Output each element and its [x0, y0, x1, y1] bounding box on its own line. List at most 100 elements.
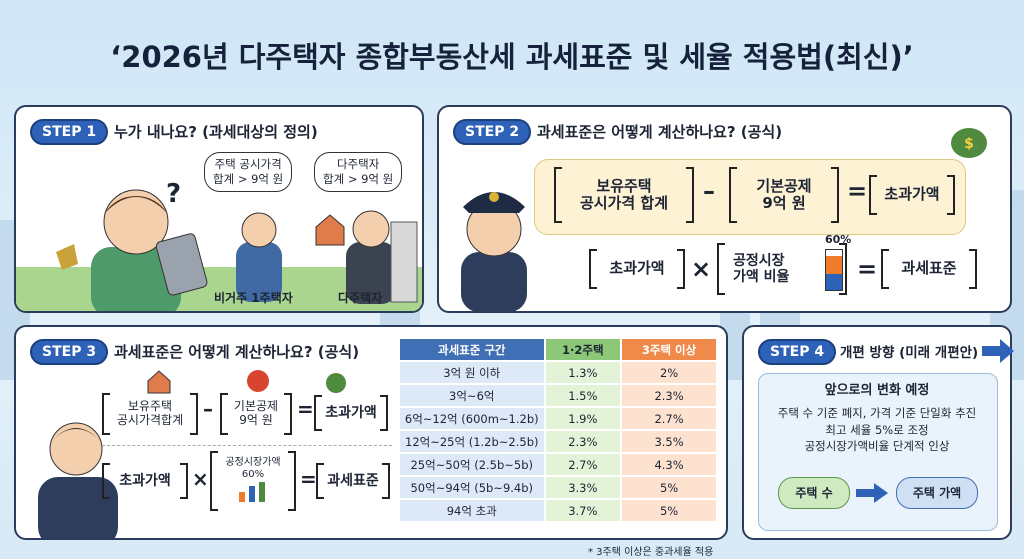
table-row: 25억~50억 (2.5b~5b) 2.7% 4.3% [400, 454, 716, 475]
change-line: 공정시장가액비율 단계적 인상 [804, 439, 950, 454]
formula-term: 기본공제 9억 원 [220, 393, 292, 435]
formula-term: 초과가액 [589, 249, 685, 289]
arrow-icon [982, 339, 1014, 363]
table-cell: 2.7% [545, 454, 621, 475]
operator: – [703, 177, 715, 205]
table-cell: 3억 원 이하 [400, 362, 544, 383]
table-header-cell: 과세표준 구간 [400, 339, 544, 360]
step1-panel: STEP 1 누가 내나요? (과세대상의 정의) ? 주택 공시가격 합계 >… [14, 105, 424, 313]
table-cell: 3.7% [545, 500, 621, 521]
operator: = [857, 255, 878, 283]
formula-term: 공정시장가액 60% [210, 451, 296, 511]
flow-from: 주택 수 [778, 477, 850, 509]
illustration [56, 189, 418, 311]
term-line: 공정시장 [733, 252, 785, 269]
bubble-line: 주택 공시가격 [214, 157, 282, 171]
term-line: 공시가격합계 [116, 413, 184, 427]
table-cell: 1.9% [545, 408, 621, 429]
table-cell: 1.3% [545, 362, 621, 383]
term-line: 9억 원 [762, 194, 806, 212]
step-badge: STEP 4 [758, 339, 837, 365]
formula-term: 과세표준 [881, 249, 977, 289]
table-cell: 6억~12억 (600m~1.2b) [400, 408, 544, 429]
step-badge: STEP 1 [30, 119, 109, 145]
term-line: 9억 원 [239, 413, 273, 427]
operator: × [192, 467, 209, 491]
formula-box [534, 159, 966, 235]
bar-icon [239, 482, 265, 502]
money-bag-icon: $ [951, 128, 987, 158]
ratio-label: 60% [825, 233, 852, 246]
term-line: 보유주택 [596, 176, 652, 195]
table-cell: 3.5% [622, 431, 716, 452]
step-heading: 과세표준은 어떻게 계산하나요? (공식) [537, 123, 783, 141]
flow-to: 주택 가액 [896, 477, 978, 509]
operator: – [203, 397, 213, 421]
formula-icons [147, 370, 346, 394]
formula-term: 기본공제 9억 원 [729, 167, 839, 223]
formula-term: 보유주택 공시가격 합계 [554, 167, 694, 223]
step2-panel: STEP 2 과세표준은 어떻게 계산하나요? (공식) $ 보유주택 공시가격… [437, 105, 1012, 313]
table-row: 12억~25억 (1.2b~2.5b) 2.3% 3.5% [400, 431, 716, 452]
table-row: 3억 원 이하 1.3% 2% [400, 362, 716, 383]
table-cell: 5% [622, 500, 716, 521]
table-cell: 3.3% [545, 477, 621, 498]
table-cell: 94억 초과 [400, 500, 544, 521]
person-label: 비거주 1주택자 [214, 291, 293, 305]
flow-arrow [856, 483, 888, 503]
table-row: 94억 초과 3.7% 5% [400, 500, 716, 521]
table-cell: 2.7% [622, 408, 716, 429]
table-row: 6억~12억 (600m~1.2b) 1.9% 2.7% [400, 408, 716, 429]
box-title: 앞으로의 변화 예정 [824, 383, 930, 398]
bubble-line: 합계 > 9억 원 [213, 171, 284, 186]
term-line: 기본공제 [233, 399, 279, 414]
table-cell: 12억~25억 (1.2b~2.5b) [400, 431, 544, 452]
change-list: 주택 수 기준 폐지, 가격 기준 단일화 추진 최고 세율 5%로 조정 공정… [758, 405, 996, 455]
table-cell: 1.5% [545, 385, 621, 406]
step-heading: 누가 내나요? (과세대상의 정의) [114, 123, 318, 141]
formula-term: 공정시장 가액 비율 [717, 243, 847, 295]
operator: = [300, 467, 317, 491]
speech-bubble: 다주택자 합계 > 9억 원 [314, 152, 403, 192]
step-badge: STEP 3 [30, 339, 109, 365]
step-badge: STEP 2 [453, 119, 532, 145]
term-line: 60% [241, 468, 265, 480]
operator: = [297, 397, 314, 421]
term-line: 공정시장가액 [225, 457, 281, 468]
table-header-cell: 3주택 이상 [622, 339, 716, 360]
question-mark: ? [166, 179, 182, 209]
speech-bubble: 주택 공시가격 합계 > 9억 원 [204, 152, 293, 192]
tax-rate-table: 과세표준 구간 1·2주택 3주택 이상 3억 원 이하 1.3% 2% 3억~6억 1.5… [398, 337, 718, 523]
person-label: 다주택자 [338, 291, 383, 305]
table-cell: 50억~94억 (5b~9.4b) [400, 477, 544, 498]
term-line: 보유주택 [127, 399, 173, 414]
divider [102, 445, 392, 446]
table-cell: 2.3% [545, 431, 621, 452]
formula-term: 초과가액 [314, 395, 388, 431]
step-heading: 개편 방향 (미래 개편안) [840, 345, 979, 361]
table-cell: 5% [622, 477, 716, 498]
presenter-illustration [38, 422, 118, 538]
bubble-line: 다주택자 [336, 157, 380, 171]
term-line: 기본공제 [756, 176, 812, 195]
table-header-row: 과세표준 구간 1·2주택 3주택 이상 [400, 339, 716, 360]
table-row: 3억~6억 1.5% 2.3% [400, 385, 716, 406]
officer-illustration [461, 192, 527, 311]
term-line: 가액 비율 [733, 269, 790, 285]
svg-text:$: $ [964, 136, 974, 152]
footnote: * 3주택 이상은 중과세율 적용 [588, 547, 714, 558]
change-line: 최고 세율 5%로 조정 [825, 422, 929, 437]
formula-term: 초과가액 [869, 175, 955, 215]
operator: × [691, 255, 712, 283]
title: ‘2026년 다주택자 종합부동산세 과세표준 및 세율 적용법(최신)’ [110, 40, 914, 74]
table-cell: 25억~50억 (2.5b~5b) [400, 454, 544, 475]
step4-panel: STEP 4 개편 방향 (미래 개편안) 앞으로의 변화 예정 주택 수 기준… [742, 325, 1014, 540]
bubble-line: 합계 > 9억 원 [323, 171, 394, 186]
table-body: 3억 원 이하 1.3% 2% 3억~6억 1.5% 2.3% 6억~12억 (600m~1… [400, 362, 716, 521]
step3-panel: STEP 3 과세표준은 어떻게 계산하나요? (공식) 보유주택 공시가격합계… [14, 325, 728, 540]
formula-term: 보유주택 공시가격합계 [102, 393, 198, 435]
term-line: 공시가격 합계 [579, 194, 669, 212]
formula-term: 초과가액 [102, 463, 188, 499]
